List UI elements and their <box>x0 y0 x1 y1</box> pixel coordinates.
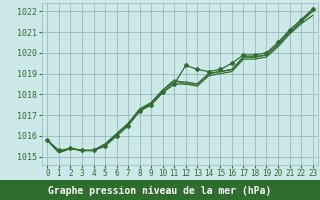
Text: Graphe pression niveau de la mer (hPa): Graphe pression niveau de la mer (hPa) <box>48 188 272 198</box>
Text: Graphe pression niveau de la mer (hPa): Graphe pression niveau de la mer (hPa) <box>48 186 272 196</box>
